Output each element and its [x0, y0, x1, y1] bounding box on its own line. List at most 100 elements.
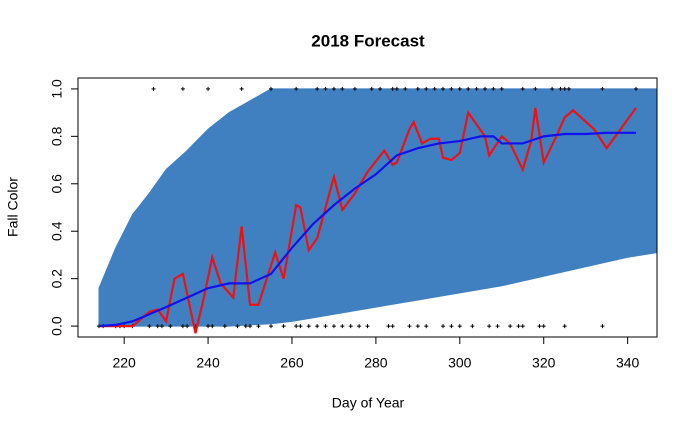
observation: [457, 86, 462, 91]
observation: [499, 86, 504, 91]
observation: [235, 324, 240, 329]
observation: [239, 86, 244, 91]
observation: [159, 324, 164, 329]
observation: [482, 86, 487, 91]
observation: [386, 324, 391, 329]
observation: [432, 86, 437, 91]
observation: [634, 86, 639, 91]
observation: [533, 86, 538, 91]
observation: [331, 324, 336, 329]
observation: [269, 86, 273, 91]
observation: [180, 86, 185, 91]
observation: [474, 86, 479, 91]
x-axis-label: Day of Year: [332, 395, 405, 411]
x-tick-label: 280: [364, 355, 388, 371]
observation: [562, 324, 567, 329]
observation: [365, 324, 370, 329]
observation: [520, 324, 525, 329]
y-tick-label: 0.0: [49, 316, 65, 336]
observation: [415, 324, 420, 329]
observation: [151, 86, 156, 91]
observation: [294, 86, 299, 91]
observation: [441, 324, 446, 329]
observation: [206, 86, 211, 91]
x-tick-label: 300: [448, 355, 472, 371]
observation: [520, 86, 525, 91]
x-tick-label: 320: [532, 355, 556, 371]
series-line: [98, 131, 637, 328]
observation: [390, 86, 395, 91]
observation: [298, 324, 303, 329]
observation: [558, 86, 563, 91]
observation: [357, 324, 362, 329]
x-tick-label: 340: [616, 355, 640, 371]
observation: [180, 324, 185, 329]
y-tick-label: 0.6: [49, 174, 65, 194]
forecast-band: [98, 88, 657, 327]
observation: [407, 324, 412, 329]
observation: [415, 86, 420, 91]
observation: [466, 86, 471, 91]
observation: [210, 324, 215, 329]
observation: [256, 324, 261, 329]
observation: [600, 86, 605, 91]
plot-frame: [77, 77, 658, 338]
observation: [424, 86, 429, 91]
observation: [550, 86, 555, 91]
observation: [306, 324, 311, 329]
observation: [378, 86, 383, 91]
y-tick-label: 0.2: [49, 269, 65, 289]
observation: [537, 324, 542, 329]
observation: [562, 86, 567, 91]
observation: [457, 324, 462, 329]
observation: [323, 324, 328, 329]
observation: [206, 324, 211, 329]
series-line: [98, 107, 637, 334]
observation: [600, 324, 605, 329]
observation: [352, 86, 357, 91]
observation: [243, 324, 248, 329]
x-tick-label: 220: [112, 355, 136, 371]
observation: [495, 324, 500, 329]
observation: [168, 324, 173, 329]
observation: [222, 324, 227, 329]
observation: [424, 324, 429, 329]
observation: [508, 324, 513, 329]
observation: [491, 86, 496, 91]
observation: [449, 324, 454, 329]
observation: [185, 324, 190, 329]
observation: [269, 324, 273, 329]
observation: [248, 324, 253, 329]
observation: [449, 86, 454, 91]
chart-title: 2018 Forecast: [311, 31, 425, 50]
observation: [147, 324, 152, 329]
y-tick-label: 1.0: [49, 79, 65, 99]
observation: [369, 86, 374, 91]
observation: [323, 86, 328, 91]
observation: [340, 86, 345, 91]
observation: [390, 324, 395, 329]
observation: [394, 86, 399, 91]
x-tick-label: 260: [280, 355, 304, 371]
x-tick-label: 240: [196, 355, 220, 371]
observation: [470, 324, 475, 329]
observation: [516, 324, 521, 329]
observation: [315, 86, 320, 91]
y-axis-label: Fall Color: [5, 177, 21, 237]
observation: [294, 324, 299, 329]
observation: [487, 324, 492, 329]
observation: [315, 324, 320, 329]
observation: [155, 324, 160, 329]
observation: [566, 86, 571, 91]
plot-area: [96, 86, 657, 334]
observation: [281, 324, 286, 329]
y-tick-label: 0.4: [49, 221, 65, 241]
observation: [340, 324, 345, 329]
observation: [403, 86, 408, 91]
observation: [331, 86, 336, 91]
observation: [348, 324, 353, 329]
observation: [441, 86, 446, 91]
observation: [541, 324, 546, 329]
y-tick-label: 0.8: [49, 126, 65, 146]
